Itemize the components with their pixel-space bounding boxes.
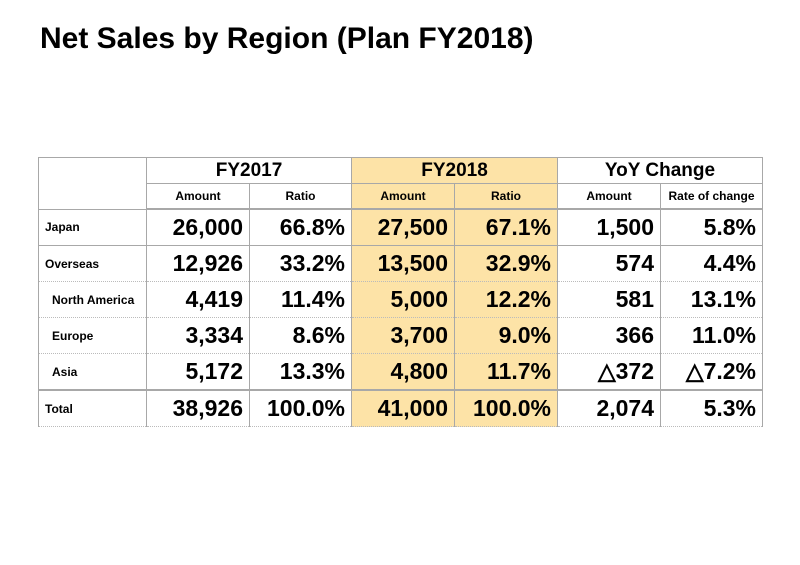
value-cell: 12,926 xyxy=(146,245,250,282)
subheader: Amount xyxy=(146,183,250,210)
value-cell: 13.3% xyxy=(249,353,352,391)
value-cell: 100.0% xyxy=(249,389,352,427)
value-cell: 13.1% xyxy=(660,281,763,318)
value-cell: 4.4% xyxy=(660,245,763,282)
table-row: Europe 3,334 8.6% 3,700 9.0% 366 11.0% xyxy=(38,317,763,354)
value-cell: 5.3% xyxy=(660,389,763,427)
value-cell: 581 xyxy=(557,281,661,318)
value-cell: 12.2% xyxy=(454,281,558,318)
value-cell: 366 xyxy=(557,317,661,354)
value-cell: 4,800 xyxy=(351,353,455,391)
table-row: Japan 26,000 66.8% 27,500 67.1% 1,500 5.8% xyxy=(38,208,763,246)
group-header-yoy: YoY Change xyxy=(557,157,763,184)
subheader: Amount xyxy=(351,183,455,210)
group-header-fy2017: FY2017 xyxy=(146,157,352,184)
value-cell: 4,419 xyxy=(146,281,250,318)
subheader: Rate of change xyxy=(660,183,763,210)
page-title: Net Sales by Region (Plan FY2018) xyxy=(40,22,534,55)
row-label: Overseas xyxy=(38,245,147,282)
value-cell: △372 xyxy=(557,353,661,391)
value-cell: 11.4% xyxy=(249,281,352,318)
group-header-fy2018: FY2018 xyxy=(351,157,558,184)
value-cell: 8.6% xyxy=(249,317,352,354)
value-cell: 100.0% xyxy=(454,389,558,427)
value-cell: 38,926 xyxy=(146,389,250,427)
value-cell: 9.0% xyxy=(454,317,558,354)
row-label: North America xyxy=(38,281,147,318)
value-cell: 33.2% xyxy=(249,245,352,282)
value-cell: 5,172 xyxy=(146,353,250,391)
corner-cell xyxy=(38,157,147,210)
value-cell: 3,700 xyxy=(351,317,455,354)
value-cell: 2,074 xyxy=(557,389,661,427)
value-cell: 41,000 xyxy=(351,389,455,427)
value-cell: 67.1% xyxy=(454,208,558,246)
value-cell: 11.7% xyxy=(454,353,558,391)
table-row: Total 38,926 100.0% 41,000 100.0% 2,074 5.3% xyxy=(38,389,763,427)
table-row: North America 4,419 11.4% 5,000 12.2% 581 13.1… xyxy=(38,281,763,318)
value-cell: 32.9% xyxy=(454,245,558,282)
value-cell: 27,500 xyxy=(351,208,455,246)
row-label: Europe xyxy=(38,317,147,354)
value-cell: △7.2% xyxy=(660,353,763,391)
subheader: Ratio xyxy=(249,183,352,210)
value-cell: 5,000 xyxy=(351,281,455,318)
row-label: Asia xyxy=(38,353,147,391)
row-label: Total xyxy=(38,389,147,427)
value-cell: 66.8% xyxy=(249,208,352,246)
value-cell: 26,000 xyxy=(146,208,250,246)
net-sales-table: FY2017 FY2018 YoY Change Amount Ratio Am… xyxy=(38,157,763,427)
value-cell: 5.8% xyxy=(660,208,763,246)
value-cell: 11.0% xyxy=(660,317,763,354)
value-cell: 574 xyxy=(557,245,661,282)
row-label: Japan xyxy=(38,208,147,246)
subheader: Ratio xyxy=(454,183,558,210)
value-cell: 13,500 xyxy=(351,245,455,282)
value-cell: 1,500 xyxy=(557,208,661,246)
table-row: Asia 5,172 13.3% 4,800 11.7% △372 △7.2% xyxy=(38,353,763,391)
table-row: Overseas 12,926 33.2% 13,500 32.9% 574 4.4% xyxy=(38,245,763,282)
subheader: Amount xyxy=(557,183,661,210)
value-cell: 3,334 xyxy=(146,317,250,354)
